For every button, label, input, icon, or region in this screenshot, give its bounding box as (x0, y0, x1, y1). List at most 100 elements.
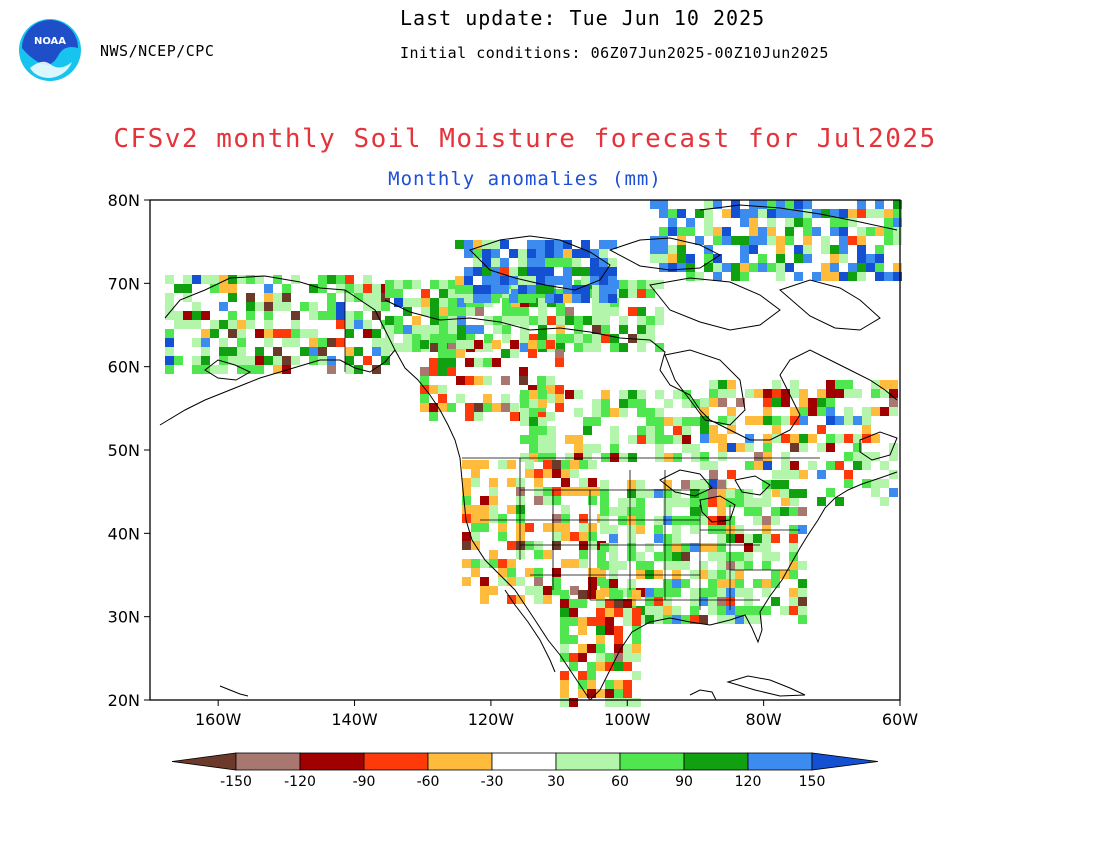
anomaly-cell (545, 258, 554, 267)
anomaly-cell (430, 334, 439, 343)
anomaly-cell (561, 523, 570, 532)
anomaly-cell (318, 347, 327, 356)
anomaly-cell (717, 480, 726, 489)
anomaly-cell (762, 579, 771, 588)
anomaly-cell (465, 340, 474, 349)
anomaly-cell (471, 568, 480, 577)
anomaly-cell (803, 236, 812, 245)
anomaly-cell (493, 325, 502, 334)
anomaly-cell (762, 498, 771, 507)
anomaly-cell (763, 443, 772, 452)
anomaly-cell (473, 285, 482, 294)
anomaly-cell (699, 498, 708, 507)
anomaly-cell (627, 480, 636, 489)
anomaly-cell (560, 689, 569, 698)
anomaly-cell (507, 460, 516, 469)
anomaly-cell (628, 307, 637, 316)
anomaly-cell (510, 412, 519, 421)
anomaly-cell (574, 316, 583, 325)
anomaly-cell (578, 680, 587, 689)
anomaly-cell (237, 365, 246, 374)
anomaly-cell (744, 588, 753, 597)
anomaly-cell (520, 343, 529, 352)
anomaly-cell (563, 267, 572, 276)
anomaly-cell (654, 534, 663, 543)
anomaly-cell (394, 343, 403, 352)
anomaly-cell (700, 407, 709, 416)
anomaly-cell (412, 298, 421, 307)
anomaly-cell (543, 487, 552, 496)
anomaly-cell (438, 394, 447, 403)
anomaly-cell (709, 389, 718, 398)
anomaly-cell (565, 435, 574, 444)
anomaly-cell (695, 209, 704, 218)
anomaly-cell (165, 356, 174, 365)
anomaly-cell (799, 389, 808, 398)
anomaly-cell (545, 240, 554, 249)
anomaly-cell (610, 307, 619, 316)
anomaly-cell (237, 329, 246, 338)
anomaly-cell (735, 588, 744, 597)
anomaly-cell (438, 403, 447, 412)
anomaly-cell (552, 568, 561, 577)
anomaly-cell (753, 516, 762, 525)
anomaly-cell (646, 334, 655, 343)
anomaly-cell (537, 376, 546, 385)
anomaly-cell (345, 284, 354, 293)
anomaly-cell (772, 398, 781, 407)
anomaly-cell (835, 389, 844, 398)
anomaly-cell (771, 570, 780, 579)
anomaly-cell (871, 488, 880, 497)
anomaly-cell (538, 298, 547, 307)
anomaly-cell (327, 365, 336, 374)
anomaly-cell (677, 209, 686, 218)
anomaly-cell (875, 227, 884, 236)
anomaly-cell (282, 284, 291, 293)
anomaly-cell (552, 487, 561, 496)
anomaly-cell (708, 597, 717, 606)
anomaly-cell (219, 338, 228, 347)
anomaly-cell (309, 284, 318, 293)
anomaly-cell (592, 343, 601, 352)
anomaly-cell (884, 227, 893, 236)
anomaly-cell (722, 236, 731, 245)
anomaly-cell (561, 514, 570, 523)
anomaly-cell (690, 525, 699, 534)
anomaly-cell (686, 272, 695, 281)
anomaly-cell (695, 272, 704, 281)
anomaly-cell (726, 552, 735, 561)
anomaly-cell (264, 311, 273, 320)
anomaly-cell (619, 343, 628, 352)
anomaly-cell (588, 577, 597, 586)
anomaly-cell (637, 307, 646, 316)
anomaly-cell (500, 240, 509, 249)
anomaly-cell (264, 329, 273, 338)
anomaly-cell (502, 334, 511, 343)
anomaly-cell (632, 698, 641, 707)
anomaly-cell (745, 434, 754, 443)
anomaly-cell (552, 586, 561, 595)
anomaly-cell (480, 586, 489, 595)
anomaly-cell (210, 284, 219, 293)
anomaly-cell (726, 525, 735, 534)
anomaly-cell (574, 390, 583, 399)
anomaly-cell (686, 227, 695, 236)
anomaly-cell (471, 505, 480, 514)
anomaly-cell (608, 294, 617, 303)
anomaly-cell (219, 347, 228, 356)
anomaly-cell (381, 356, 390, 365)
anomaly-cell (699, 489, 708, 498)
anomaly-cell (857, 263, 866, 272)
anomaly-cell (785, 200, 794, 209)
anomaly-cell (527, 294, 536, 303)
anomaly-cell (735, 525, 744, 534)
anomaly-cell (690, 570, 699, 579)
anomaly-cell (645, 606, 654, 615)
colorbar-segment (363, 752, 429, 771)
anomaly-cell (608, 267, 617, 276)
anomaly-cell (273, 329, 282, 338)
anomaly-cell (610, 453, 619, 462)
anomaly-cell (803, 218, 812, 227)
anomaly-cell (264, 302, 273, 311)
anomaly-cell (609, 561, 618, 570)
